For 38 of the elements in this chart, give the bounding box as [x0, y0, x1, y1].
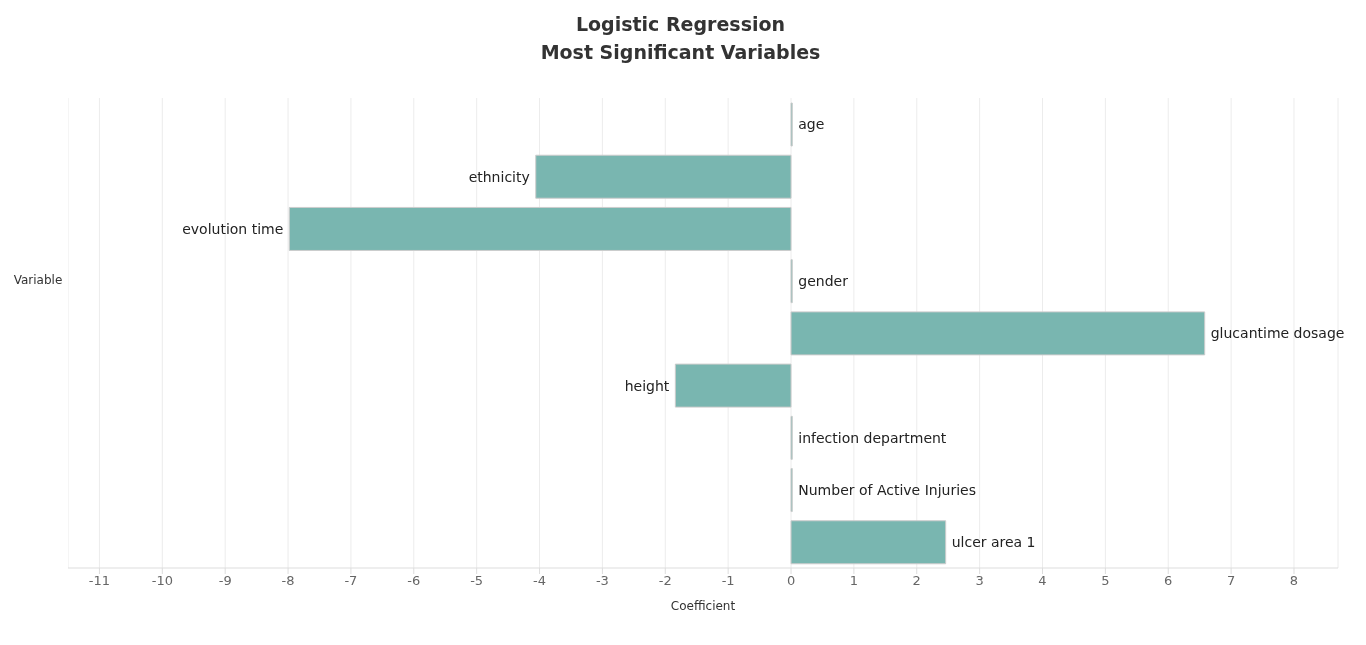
x-tick-label: -4	[533, 573, 547, 589]
x-tick-label: 6	[1164, 573, 1173, 589]
bar	[790, 520, 947, 565]
y-tick-label: height	[624, 377, 670, 394]
x-tick-label: 1	[849, 573, 859, 589]
y-tick-label: evolution time	[182, 220, 284, 237]
x-tick-label: 4	[1038, 573, 1047, 589]
x-tick-label: -2	[658, 573, 672, 589]
x-tick-label: -1	[721, 573, 735, 589]
x-axis-title: Coefficient	[670, 599, 736, 613]
x-tick-label: 2	[912, 573, 921, 589]
y-tick-label: gender	[798, 273, 849, 290]
x-tick-label: 0	[786, 573, 796, 589]
x-tick-label: -6	[407, 573, 421, 589]
bar	[535, 154, 792, 199]
y-tick-label: infection department	[798, 429, 947, 446]
x-tick-label: -10	[151, 573, 173, 589]
x-tick-label: -7	[344, 573, 358, 589]
chart-subtitle: Most Significant Variables	[539, 40, 822, 65]
bar	[288, 206, 792, 251]
y-tick-label: ethnicity	[468, 168, 530, 185]
chart-title: Logistic Regression	[574, 12, 787, 37]
x-tick-label: -5	[470, 573, 484, 589]
x-tick-label: -11	[88, 573, 111, 589]
x-tick-label: -3	[595, 573, 609, 589]
x-tick-label: 3	[975, 573, 984, 589]
y-tick-label: glucantime dosage	[1210, 325, 1345, 342]
bar	[674, 363, 792, 408]
x-tick-label: -8	[281, 573, 295, 589]
bar	[790, 311, 1206, 356]
x-tick-label: 7	[1226, 573, 1236, 589]
y-tick-label: ulcer area 1	[951, 534, 1036, 551]
y-tick-label: age	[798, 116, 825, 133]
x-tick-label: 8	[1289, 573, 1299, 589]
y-axis-title: Variable	[12, 272, 64, 287]
x-tick-label: -9	[218, 573, 232, 589]
x-tick-label: 5	[1101, 573, 1110, 589]
y-tick-label: Number of Active Injuries	[798, 481, 976, 498]
